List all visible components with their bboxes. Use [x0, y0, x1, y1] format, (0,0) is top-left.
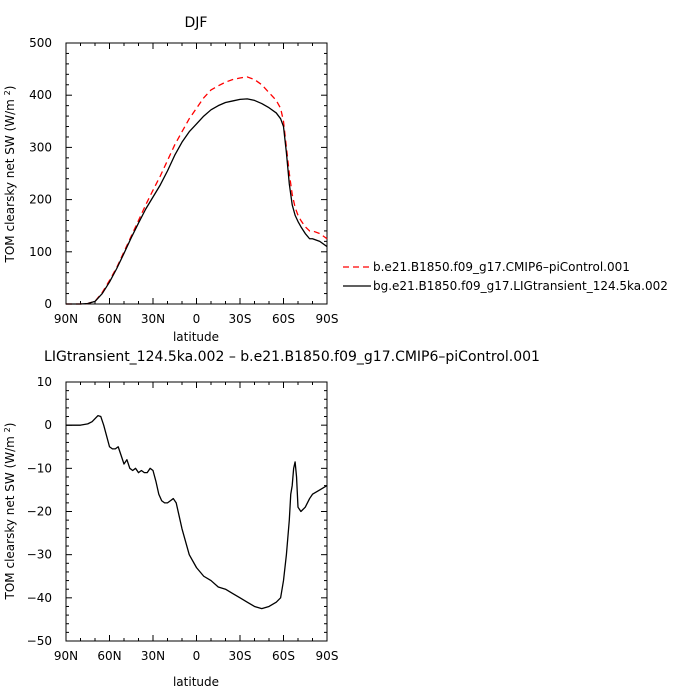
bottom-y-tick-label: −20: [27, 505, 52, 519]
bottom-axis-ticks: 90N 60N 30N 0 30S 60S 90S 10 0 −10 −20 −30 −40 −50: [27, 375, 339, 663]
top-y-tick-label: 500: [29, 36, 52, 50]
top-series-line-1: [66, 98, 328, 305]
top-series-group: [66, 76, 328, 305]
top-axis-ticks: 90N 60N 30N 0 30S 60S 90S 0 100 200 300 400 500: [29, 36, 338, 326]
legend-label-ligtransient: bg.e21.B1850.f09_g17.LIGtransient_124.5k…: [373, 279, 668, 293]
bottom-y-tick-label: −10: [27, 461, 52, 475]
bottom-x-tick-label: 90S: [316, 649, 339, 663]
bottom-x-tick-label: 60N: [97, 649, 121, 663]
top-title: DJF: [185, 15, 208, 31]
top-x-tick-label: 30S: [229, 312, 252, 326]
bottom-series-group: [66, 415, 328, 610]
bottom-x-tick-label: 90N: [54, 649, 78, 663]
top-x-tick-label: 90S: [316, 312, 339, 326]
top-series-line-0: [66, 76, 328, 305]
top-y-tick-label: 300: [29, 140, 52, 154]
bottom-x-tick-label: 30N: [141, 649, 165, 663]
top-x-tick-label: 30N: [141, 312, 165, 326]
top-x-tick-label: 0: [193, 312, 201, 326]
top-y-axis-label: TOM clearsky net SW (W/m 2): [3, 86, 18, 264]
bottom-title: LIGtransient_124.5ka.002 – b.e21.B1850.f…: [44, 349, 540, 365]
bottom-x-tick-label: 0: [193, 649, 201, 663]
bottom-y-tick-label: 0: [44, 418, 52, 432]
bottom-x-axis-label: latitude: [173, 675, 219, 689]
bottom-panel: LIGtransient_124.5ka.002 – b.e21.B1850.f…: [3, 349, 540, 689]
bottom-y-axis-label: TOM clearsky net SW (W/m 2): [3, 423, 18, 601]
bottom-x-tick-label: 60S: [272, 649, 295, 663]
legend: b.e21.B1850.f09_g17.CMIP6–piControl.001 …: [343, 260, 668, 293]
bottom-y-tick-label: −30: [27, 548, 52, 562]
top-x-tick-label: 60S: [272, 312, 295, 326]
top-x-tick-label: 60N: [97, 312, 121, 326]
bottom-plot-frame: [65, 381, 328, 642]
top-y-tick-label: 100: [29, 245, 52, 259]
top-panel: DJF 90N 60N 30N 0 30S 60S 90S0100200300400500 …: [3, 15, 339, 344]
bottom-y-tick-label: −40: [27, 591, 52, 605]
top-y-tick-label: 0: [44, 297, 52, 311]
bottom-y-tick-label: 10: [37, 375, 52, 389]
top-y-tick-label: 200: [29, 193, 52, 207]
bottom-x-tick-label: 30S: [229, 649, 252, 663]
top-x-axis-label: latitude: [173, 330, 219, 344]
top-x-tick-label: 90N: [54, 312, 78, 326]
bottom-series-line-0: [66, 415, 328, 610]
top-y-tick-label: 400: [29, 88, 52, 102]
legend-label-picontrol: b.e21.B1850.f09_g17.CMIP6–piControl.001: [373, 260, 630, 274]
bottom-y-tick-label: −50: [27, 634, 52, 648]
